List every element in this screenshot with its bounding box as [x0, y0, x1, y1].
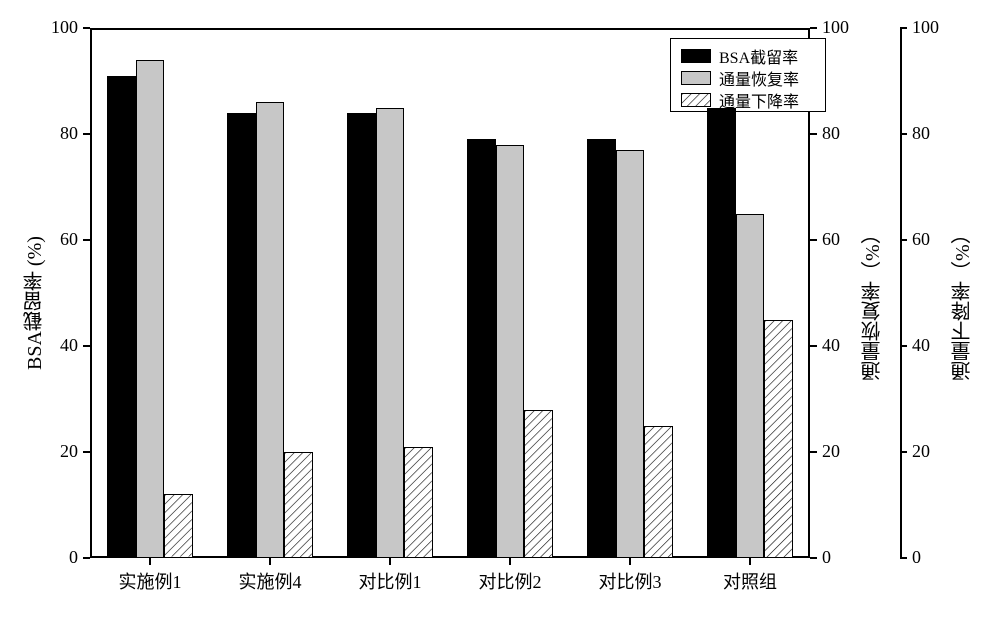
y-axis-right2-label: 通量下降率（%）	[948, 203, 977, 403]
x-axis-label: 实施例1	[119, 568, 182, 594]
bar-bsa	[707, 108, 736, 559]
hatch-pattern-icon	[405, 448, 432, 557]
bar-recovery	[256, 102, 285, 558]
legend-label: 通量恢复率	[719, 66, 799, 90]
axis-tick	[83, 557, 90, 559]
axis-tick-label: 100	[822, 17, 849, 38]
legend: BSA截留率 通量恢复率 通量下降率	[670, 38, 826, 112]
hatch-pattern-icon	[682, 94, 710, 106]
bar-decline	[164, 494, 193, 558]
bar-bsa	[467, 139, 496, 558]
axis-tick-label: 0	[822, 547, 831, 568]
legend-swatch-hatch	[681, 93, 711, 107]
axis-tick-label: 60	[38, 229, 78, 250]
axis-tick	[900, 557, 907, 559]
axis-tick-label: 40	[912, 335, 930, 356]
axis-tick	[900, 239, 907, 241]
axis-tick	[83, 239, 90, 241]
axis-tick	[810, 557, 817, 559]
axis-tick-label: 0	[38, 547, 78, 568]
axis-tick	[749, 558, 751, 565]
axis-tick	[900, 133, 907, 135]
x-axis-label: 对比例3	[599, 568, 662, 594]
axis-tick-label: 20	[822, 441, 840, 462]
axis-tick	[810, 27, 817, 29]
axis-tick	[83, 345, 90, 347]
bar-bsa	[107, 76, 136, 558]
axis-tick-label: 60	[822, 229, 840, 250]
bar-decline	[764, 320, 793, 559]
bar-decline	[644, 426, 673, 559]
hatch-pattern-icon	[525, 411, 552, 557]
axis-tick	[810, 451, 817, 453]
axis-tick	[509, 558, 511, 565]
axis-tick	[83, 27, 90, 29]
axis-tick	[149, 558, 151, 565]
axis-tick-label: 40	[38, 335, 78, 356]
hatch-pattern-icon	[645, 427, 672, 558]
axis-tick	[269, 558, 271, 565]
legend-item-bsa: BSA截留率	[681, 45, 815, 67]
axis-tick-label: 100	[912, 17, 939, 38]
bar-recovery	[496, 145, 525, 558]
legend-swatch-grey	[681, 71, 711, 85]
axis-tick	[83, 451, 90, 453]
axis-tick	[810, 133, 817, 135]
x-axis-label: 对比例2	[479, 568, 542, 594]
bar-decline	[284, 452, 313, 558]
hatch-pattern-icon	[285, 453, 312, 557]
bar-bsa	[347, 113, 376, 558]
axis-tick-label: 0	[912, 547, 921, 568]
bar-recovery	[136, 60, 165, 558]
x-axis-label: 对照组	[723, 568, 777, 594]
y-axis-right1-label: 通量恢复率（%）	[858, 203, 887, 403]
legend-item-recovery: 通量恢复率	[681, 67, 815, 89]
bar-decline	[404, 447, 433, 558]
y-axis-right2-line	[900, 28, 902, 558]
hatch-pattern-icon	[765, 321, 792, 558]
axis-tick-label: 80	[822, 123, 840, 144]
axis-tick-label: 100	[38, 17, 78, 38]
bar-decline	[524, 410, 553, 558]
axis-tick-label: 60	[912, 229, 930, 250]
bar-bsa	[227, 113, 256, 558]
hatch-pattern-icon	[165, 495, 192, 557]
bar-recovery	[616, 150, 645, 558]
axis-tick-label: 40	[822, 335, 840, 356]
x-axis-label: 对比例1	[359, 568, 422, 594]
axis-tick	[810, 345, 817, 347]
axis-tick	[83, 133, 90, 135]
legend-swatch-black	[681, 49, 711, 63]
axis-tick	[389, 558, 391, 565]
axis-tick	[900, 345, 907, 347]
axis-tick	[900, 451, 907, 453]
legend-label: BSA截留率	[719, 44, 798, 68]
axis-tick-label: 20	[912, 441, 930, 462]
legend-item-decline: 通量下降率	[681, 89, 815, 111]
axis-tick	[900, 27, 907, 29]
chart-container: BSA截留率 (%) 通量恢复率（%） 通量下降率（%） BSA截留率 通量恢复…	[0, 0, 1000, 619]
bar-recovery	[736, 214, 765, 559]
axis-tick	[810, 239, 817, 241]
axis-tick-label: 80	[38, 123, 78, 144]
axis-tick	[629, 558, 631, 565]
axis-tick-label: 80	[912, 123, 930, 144]
x-axis-label: 实施例4	[239, 568, 302, 594]
bar-recovery	[376, 108, 405, 559]
axis-tick-label: 20	[38, 441, 78, 462]
bar-bsa	[587, 139, 616, 558]
